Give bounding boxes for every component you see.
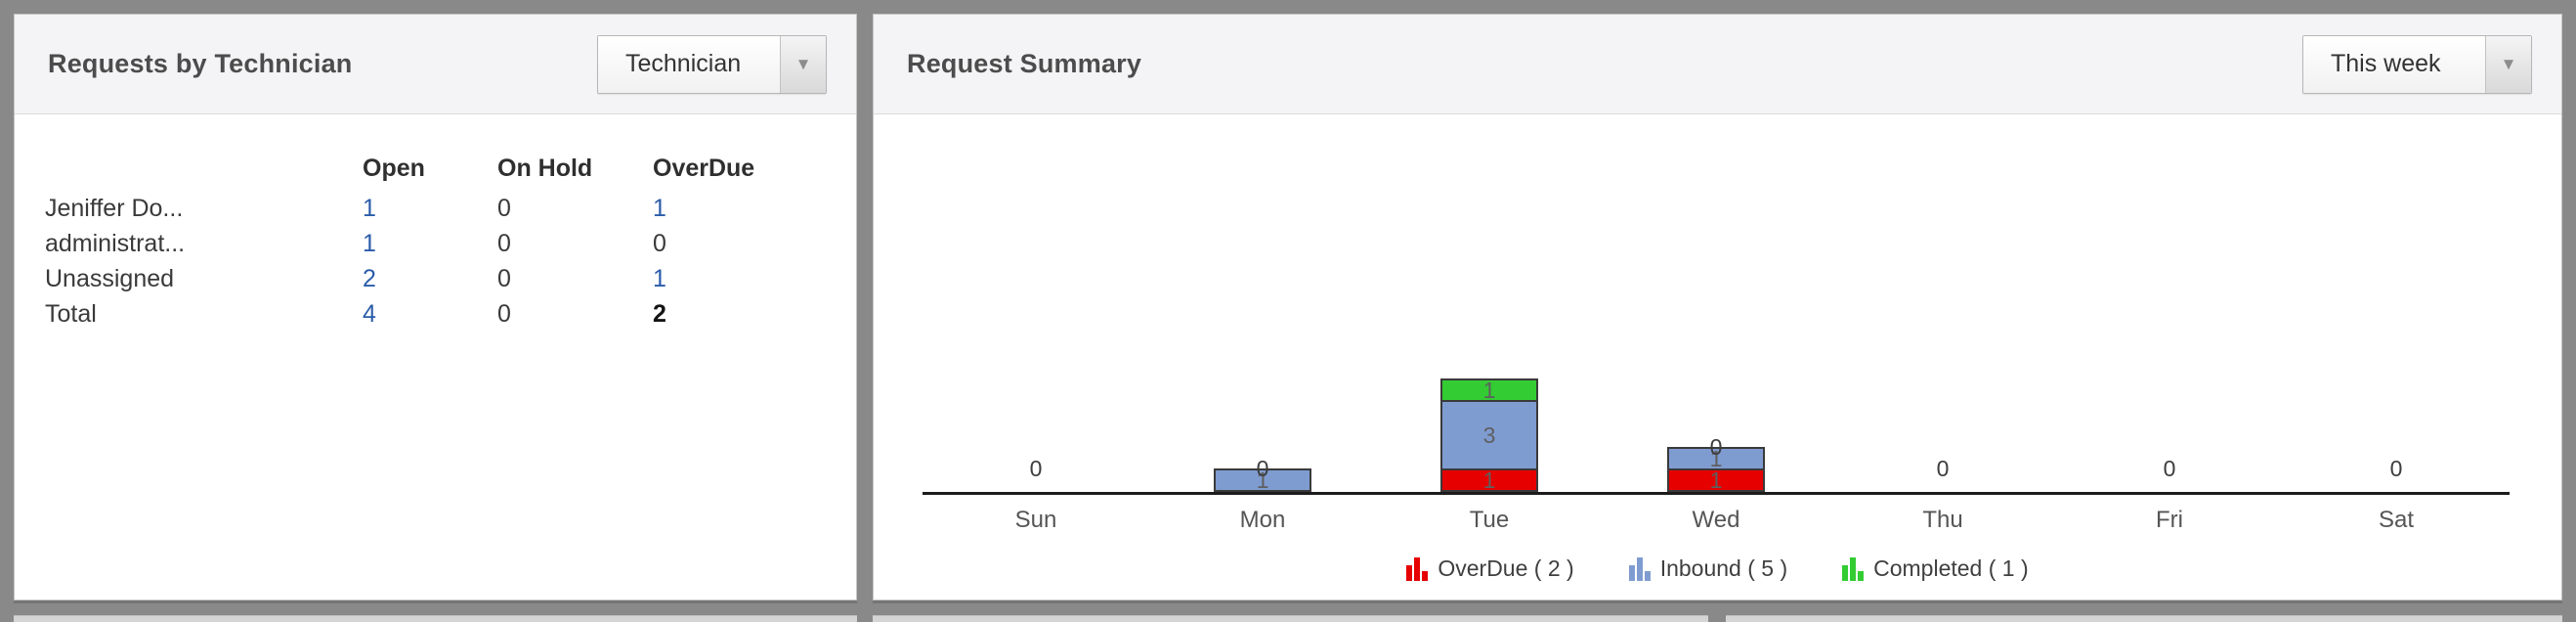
- legend-item: Inbound ( 5 ): [1628, 554, 1788, 581]
- period-dropdown-value: This week: [2303, 35, 2485, 93]
- bar-segment-completed[interactable]: [1440, 378, 1538, 402]
- zero-value-label: 0: [2163, 456, 2176, 481]
- chevron-down-icon[interactable]: ▼: [780, 35, 826, 93]
- next-row-panel-sliver: [1726, 615, 2562, 622]
- legend-label: Inbound ( 5 ): [1659, 555, 1788, 581]
- legend-item: Completed ( 1 ): [1842, 554, 2029, 581]
- technician-dropdown-value: Technician: [598, 35, 780, 93]
- day-label: Mon: [1239, 507, 1286, 533]
- day-label: Sun: [1014, 507, 1057, 533]
- requests-by-technician-header: Requests by Technician Technician ▼: [15, 15, 856, 114]
- zero-value-label: 0: [1709, 434, 1723, 460]
- count-cell[interactable]: 1: [653, 194, 666, 222]
- table-header-row: Open On Hold OverDue: [45, 146, 856, 191]
- bar-value-label: 1: [1256, 467, 1269, 493]
- table-row: Jeniffer Do... 1 0 1: [45, 191, 856, 226]
- request-summary-header: Request Summary This week ▼: [874, 15, 2561, 114]
- day-label: Thu: [1922, 507, 1963, 533]
- technician-name: Unassigned: [45, 264, 175, 292]
- count-cell: 0: [497, 194, 511, 222]
- column-header: OverDue: [653, 154, 755, 182]
- count-cell[interactable]: 1: [363, 229, 376, 257]
- bar-value-label: 1: [1709, 446, 1723, 471]
- count-cell: 0: [497, 299, 511, 328]
- zero-value-label: 0: [2389, 456, 2403, 481]
- next-row-panel-sliver: [14, 615, 857, 622]
- technician-name: administrat...: [45, 229, 186, 257]
- legend-label: Completed ( 1 ): [1873, 555, 2029, 581]
- table-row: Total 4 0 2: [45, 296, 856, 332]
- chevron-down-icon[interactable]: ▼: [2485, 35, 2531, 93]
- day-label: Wed: [1692, 507, 1740, 533]
- table-row: administrat... 1 0 0: [45, 226, 856, 261]
- bar-segment-overdue[interactable]: [1667, 468, 1765, 492]
- requests-by-technician-panel: Requests by Technician Technician ▼ Open…: [14, 14, 857, 600]
- period-dropdown[interactable]: This week ▼: [2302, 34, 2532, 94]
- x-axis-line: [923, 492, 2510, 495]
- mini-bar-chart-icon: [1842, 554, 1865, 581]
- count-cell[interactable]: 1: [363, 194, 376, 222]
- technician-table: Open On Hold OverDue Jeniffer Do... 1 0 1 admin…: [15, 114, 856, 332]
- mini-bar-chart-icon: [1628, 554, 1651, 581]
- count-cell: 2: [653, 299, 666, 328]
- zero-value-label: 0: [1029, 456, 1043, 481]
- zero-value-label: 0: [1936, 456, 1950, 481]
- day-label: Fri: [2156, 507, 2183, 533]
- bar-value-label: 3: [1482, 422, 1496, 448]
- mini-bar-chart-icon: [1406, 554, 1429, 581]
- bar-value-label: 1: [1482, 467, 1496, 493]
- request-summary-panel: Request Summary This week ▼ OverDue ( 2 …: [873, 14, 2562, 600]
- request-summary-chart: OverDue ( 2 ) Inbound ( 5 ) Completed ( 1 …: [874, 115, 2561, 600]
- legend-item: OverDue ( 2 ): [1406, 554, 1574, 581]
- technician-dropdown[interactable]: Technician ▼: [597, 34, 827, 94]
- bar-segment-inbound[interactable]: [1214, 468, 1311, 492]
- count-cell[interactable]: 1: [653, 264, 666, 292]
- technician-name: Jeniffer Do...: [45, 194, 184, 222]
- day-label: Sat: [2378, 507, 2415, 533]
- technician-name: Total: [45, 299, 97, 328]
- panel-title: Request Summary: [907, 49, 1142, 78]
- count-cell: 0: [653, 229, 666, 257]
- count-cell: 0: [497, 264, 511, 292]
- count-cell: 0: [497, 229, 511, 257]
- next-row-panel-sliver: [873, 615, 1708, 622]
- day-label: Tue: [1469, 507, 1510, 533]
- bar-value-label: 1: [1482, 378, 1496, 403]
- bar-value-label: 1: [1709, 467, 1723, 493]
- column-header: Open: [363, 154, 425, 182]
- panel-title: Requests by Technician: [48, 49, 353, 78]
- count-cell[interactable]: 2: [363, 264, 376, 292]
- chart-legend: OverDue ( 2 ) Inbound ( 5 ) Completed ( 1 …: [874, 554, 2561, 581]
- column-header: On Hold: [497, 154, 593, 182]
- bar-segment-inbound[interactable]: [1667, 447, 1765, 470]
- table-row: Unassigned 2 0 1: [45, 261, 856, 296]
- legend-label: OverDue ( 2 ): [1438, 555, 1574, 581]
- count-cell[interactable]: 4: [363, 299, 376, 328]
- zero-value-label: 0: [1256, 456, 1269, 481]
